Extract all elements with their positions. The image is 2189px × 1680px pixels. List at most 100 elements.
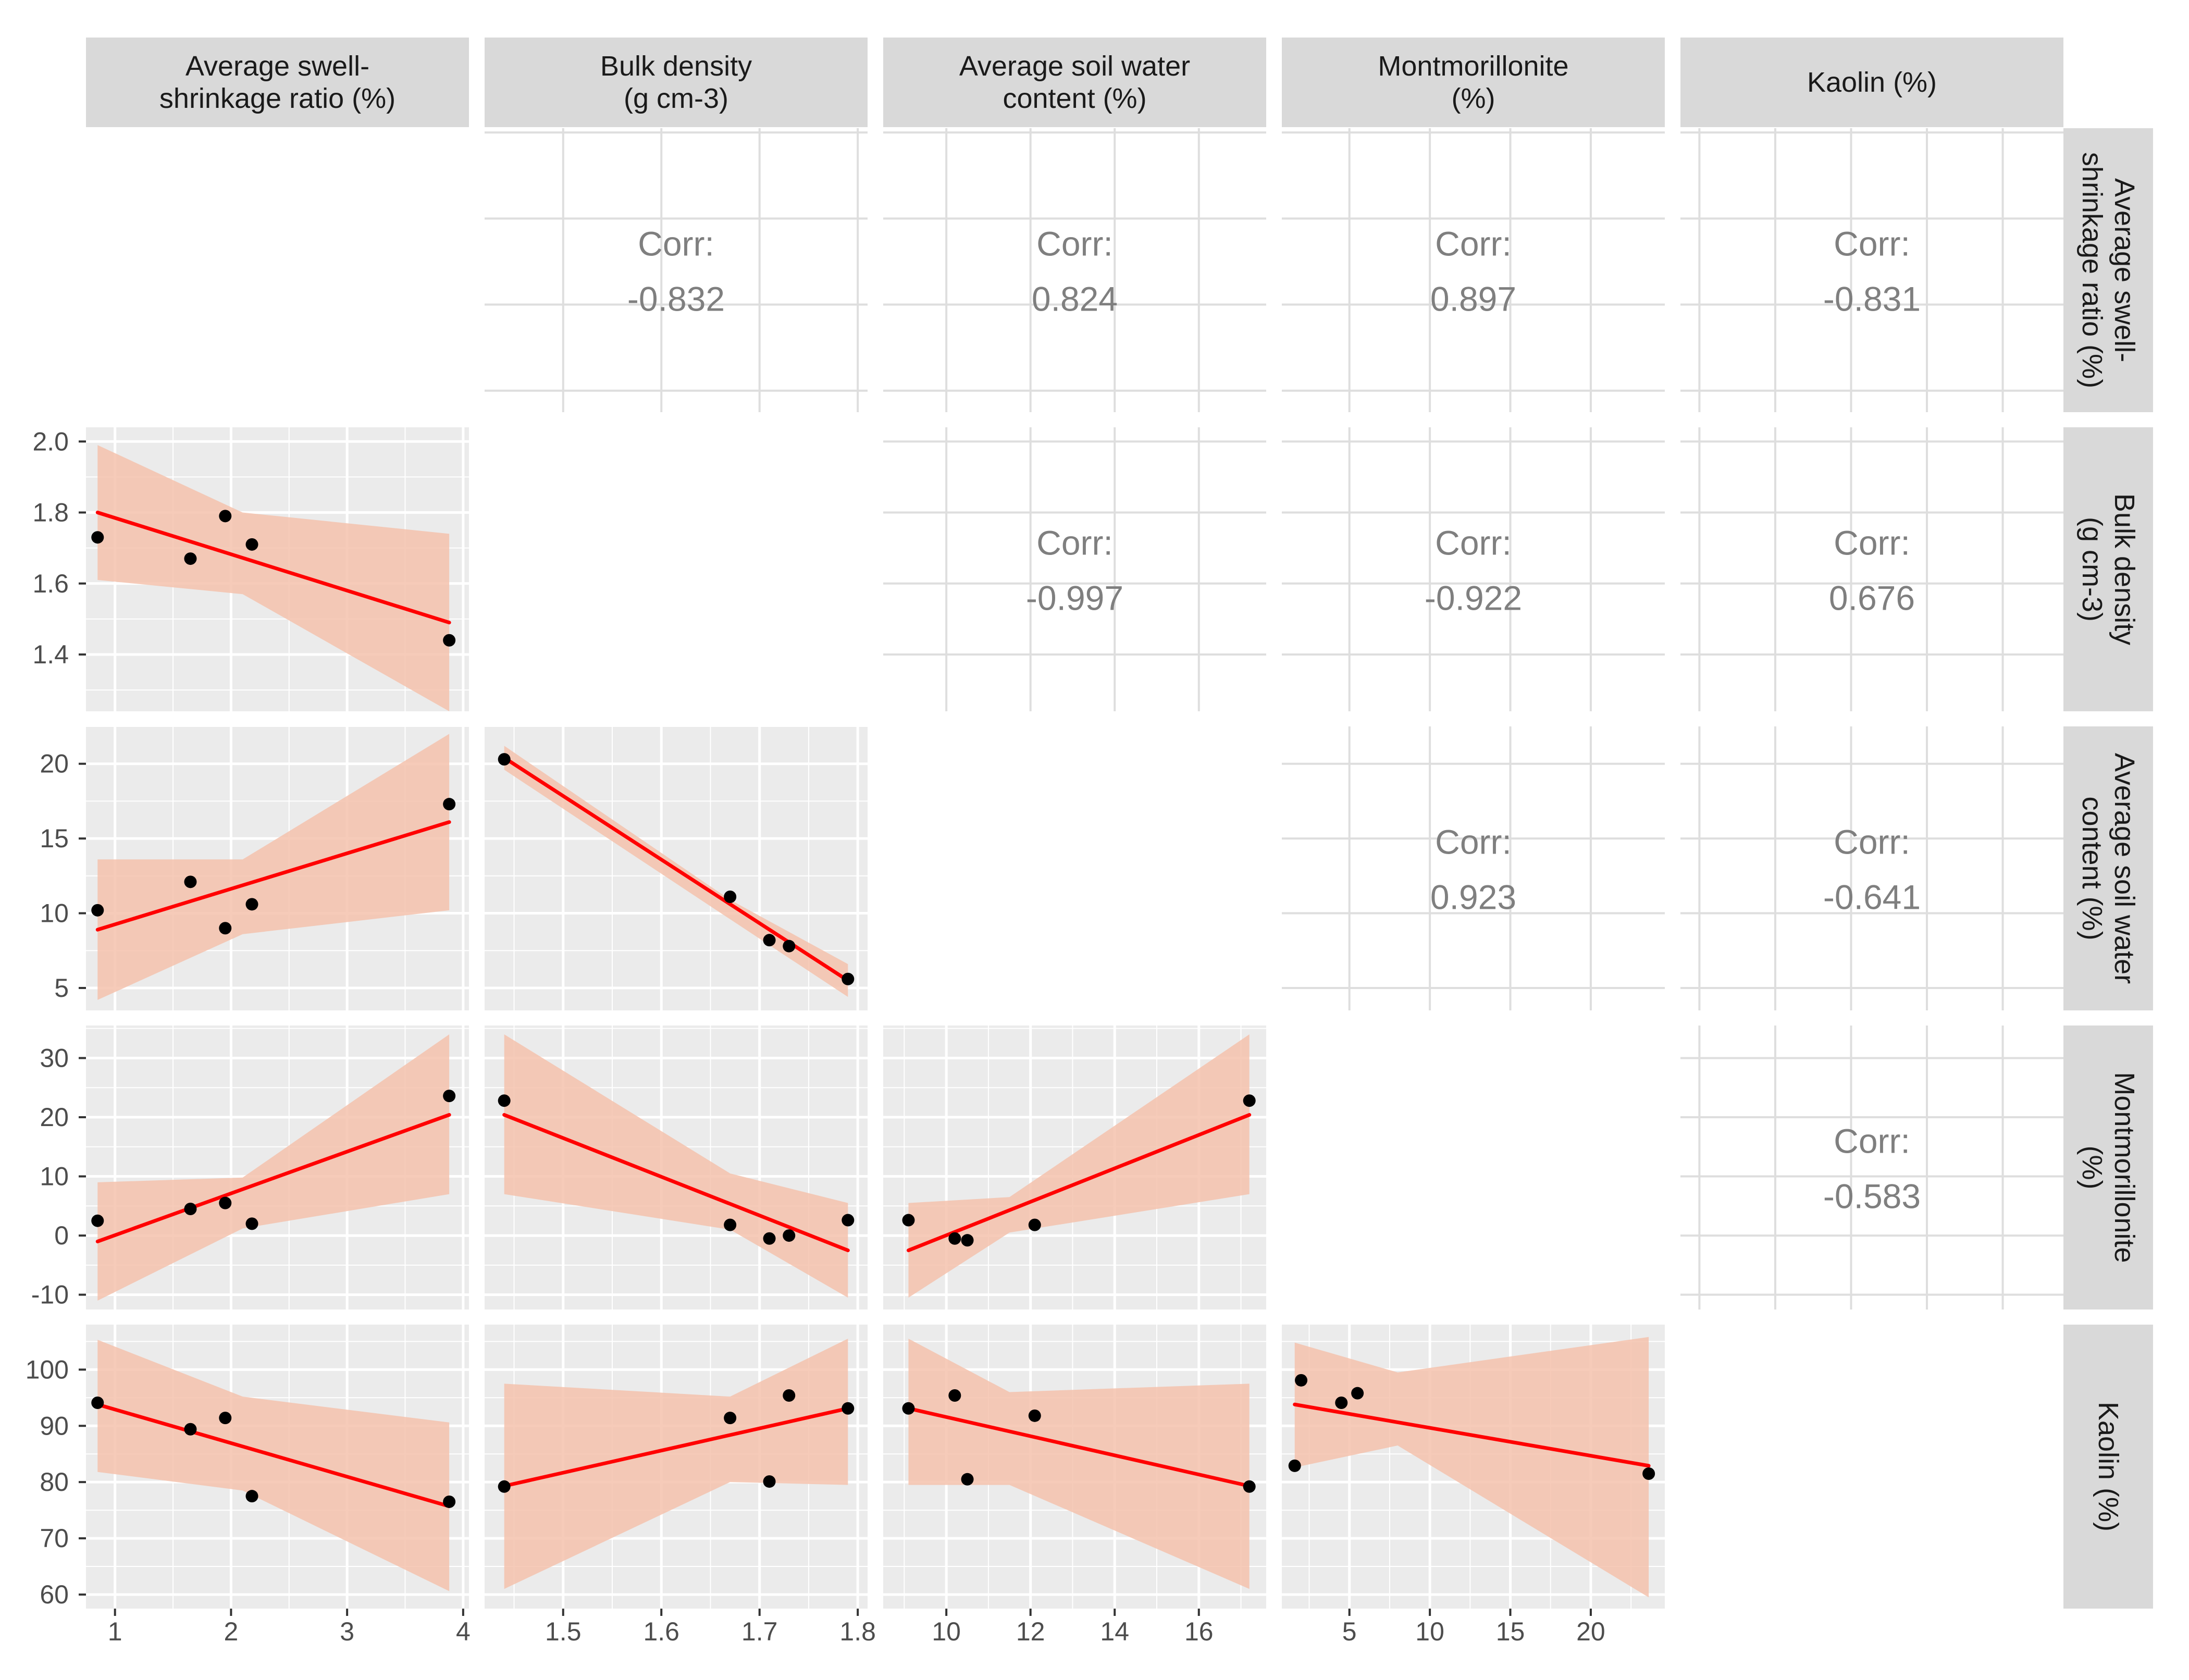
data-point (763, 934, 776, 947)
data-point (724, 1412, 737, 1425)
confidence-band (1294, 1337, 1649, 1598)
confidence-band (97, 734, 450, 1000)
scatter-panel-r5-c2 (485, 1325, 868, 1609)
data-point (1295, 1374, 1308, 1387)
corr-panel-r1-c5: Corr: -0.831 (1680, 128, 2063, 412)
data-point (842, 1402, 855, 1415)
scatter-panel-r2-c1 (86, 427, 469, 711)
y-tick-label: 90 (40, 1411, 69, 1440)
data-point (443, 634, 456, 647)
scatter-panel-r3-c1 (86, 726, 469, 1010)
data-point (498, 1480, 511, 1493)
data-point (948, 1389, 961, 1402)
data-point (245, 898, 258, 911)
x-tick-label: 5 (1342, 1617, 1357, 1646)
corr-value: -0.922 (1425, 579, 1522, 617)
scatter-panel-r5-c4 (1282, 1325, 1665, 1609)
data-point (498, 753, 511, 766)
data-point (783, 1229, 796, 1242)
corr-label: Corr: (1036, 524, 1113, 562)
corr-label: Corr: (638, 225, 714, 263)
data-point (91, 531, 104, 544)
column-strip-label-3: Average soil water content (%) (959, 51, 1190, 114)
y-tick-label: 1.4 (32, 640, 69, 669)
column-strip-1 (86, 38, 469, 127)
column-strip-label-1: Average swell-shrinkage ratio (%) (159, 51, 395, 114)
data-point (902, 1214, 915, 1227)
data-point (961, 1473, 974, 1486)
y-tick-label: 70 (40, 1524, 69, 1553)
y-tick-label: 30 (40, 1043, 69, 1072)
row-strip-label-5: Kaolin (%) (2093, 1402, 2124, 1531)
x-tick-label: 1 (108, 1617, 122, 1646)
y-tick-label: 1.6 (32, 569, 69, 598)
scatter-panel-r5-c3 (883, 1325, 1266, 1609)
row-strip-2 (2063, 427, 2153, 711)
data-point (763, 1475, 776, 1488)
data-point (443, 1090, 456, 1103)
y-tick-label: 20 (40, 749, 69, 779)
regression-line (906, 1406, 1252, 1488)
x-tick-label: 12 (1016, 1617, 1045, 1646)
row-strip-1 (2063, 128, 2153, 412)
corr-label: Corr: (1834, 823, 1910, 861)
corr-panel-r4-c5: Corr: -0.583 (1680, 1026, 2063, 1310)
data-point (184, 552, 197, 565)
corr-value: 0.824 (1032, 280, 1118, 318)
confidence-band (504, 746, 848, 997)
y-tick-label: 20 (40, 1103, 69, 1132)
y-tick-label: 15 (40, 824, 69, 853)
corr-value: -0.641 (1823, 878, 1921, 917)
data-point (1028, 1218, 1041, 1231)
regression-line (95, 1402, 451, 1509)
confidence-band (908, 1034, 1250, 1298)
data-point (1243, 1480, 1256, 1493)
x-tick-label: 20 (1576, 1617, 1605, 1646)
x-tick-label: 3 (340, 1617, 354, 1646)
data-point (1642, 1467, 1655, 1480)
row-strip-label-2: Bulk density(g cm-3) (2076, 493, 2140, 645)
row-strip-3 (2063, 726, 2153, 1010)
row-strip-label-4: Montmorillonite(%) (2076, 1072, 2140, 1263)
data-point (724, 891, 737, 903)
y-tick-label: 5 (54, 973, 69, 1003)
data-point (91, 1397, 104, 1410)
confidence-band (908, 1338, 1250, 1589)
x-tick-label: 1.6 (643, 1617, 679, 1646)
corr-value: 0.676 (1829, 579, 1915, 617)
corr-value: -0.832 (627, 280, 725, 318)
corr-panel-r2-c5: Corr: 0.676 (1680, 427, 2063, 711)
corr-panel-r3-c5: Corr: -0.641 (1680, 726, 2063, 1010)
x-tick-label: 16 (1184, 1617, 1214, 1646)
column-strip-4 (1282, 38, 1665, 127)
data-point (219, 1196, 232, 1209)
x-tick-label: 4 (456, 1617, 471, 1646)
y-tick-label: 0 (54, 1221, 69, 1250)
regression-line (906, 1113, 1252, 1252)
data-point (91, 904, 104, 917)
corr-value: -0.583 (1823, 1177, 1921, 1216)
data-point (184, 875, 197, 888)
column-strip-label-2: Bulk density (g cm-3) (600, 51, 752, 114)
column-strip-2 (485, 38, 868, 127)
y-tick-label: 100 (26, 1355, 69, 1384)
data-point (498, 1094, 511, 1107)
corr-panel-r2-c4: Corr: -0.922 (1282, 427, 1665, 711)
x-tick-label: 14 (1100, 1617, 1129, 1646)
data-point (443, 798, 456, 811)
scatter-panel-r4-c1 (86, 1026, 469, 1310)
column-strip-5 (1680, 38, 2063, 127)
confidence-band (97, 1034, 450, 1301)
confidence-band (97, 445, 450, 711)
data-point (219, 510, 232, 523)
corr-panel-r1-c2: Corr: -0.832 (485, 128, 868, 412)
corr-value: 0.897 (1430, 280, 1516, 318)
corr-label: Corr: (1435, 823, 1512, 861)
data-point (763, 1232, 776, 1245)
y-tick-label: 60 (40, 1580, 69, 1609)
data-point (91, 1214, 104, 1227)
column-strip-label-4: Montmorillonite (%) (1378, 51, 1568, 114)
corr-panel-r1-c4: Corr: 0.897 (1282, 128, 1665, 412)
data-point (842, 972, 855, 985)
